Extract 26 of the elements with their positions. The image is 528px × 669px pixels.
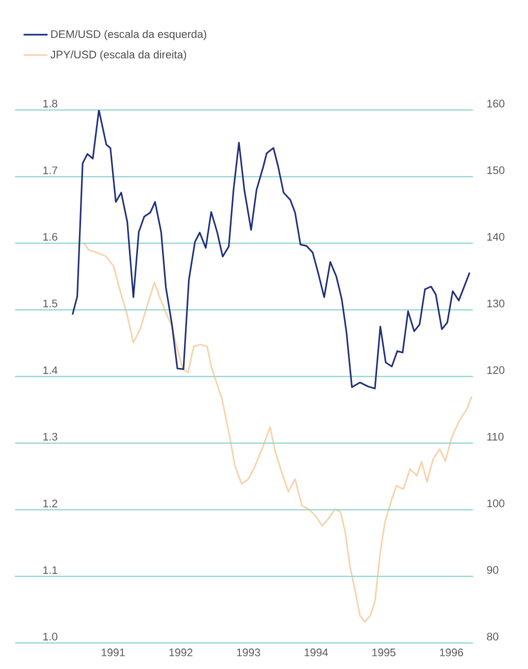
y2-tick-label: 120 (487, 366, 504, 374)
x-tick-label: 1991 (102, 648, 125, 656)
y-tick-label: 1.0 (43, 632, 58, 640)
y2-tick-label: 80 (486, 632, 498, 640)
y-tick-label: 1.1 (43, 566, 58, 574)
y2-tick-label: 90 (487, 566, 498, 574)
y2-tick-label: 140 (487, 232, 504, 241)
x-tick-label: 1995 (372, 648, 396, 656)
legend-label: JPY/USD (escala da direita) (50, 50, 186, 61)
y-tick-label: 1.4 (43, 366, 58, 374)
x-tick-label: 1993 (237, 648, 260, 656)
y-tick-label: 1.6 (43, 232, 58, 241)
y-tick-label: 1.2 (43, 500, 58, 508)
legend-label: DEM/USD (escala da esquerda) (51, 30, 206, 40)
y-tick-label: 1.8 (43, 100, 58, 108)
x-tick-label: 1994 (304, 648, 328, 656)
y-tick-label: 1.3 (43, 432, 58, 441)
y2-tick-label: 150 (487, 166, 504, 174)
y-tick-label: 1.7 (43, 166, 58, 174)
y2-tick-label: 130 (487, 300, 504, 308)
x-tick-label: 1996 (440, 648, 464, 656)
y2-tick-label: 110 (487, 432, 504, 441)
y-tick-label: 1.5 (43, 300, 58, 308)
x-tick-label: 1992 (169, 648, 192, 656)
y2-tick-label: 160 (487, 100, 504, 108)
y2-tick-label: 100 (487, 499, 504, 508)
